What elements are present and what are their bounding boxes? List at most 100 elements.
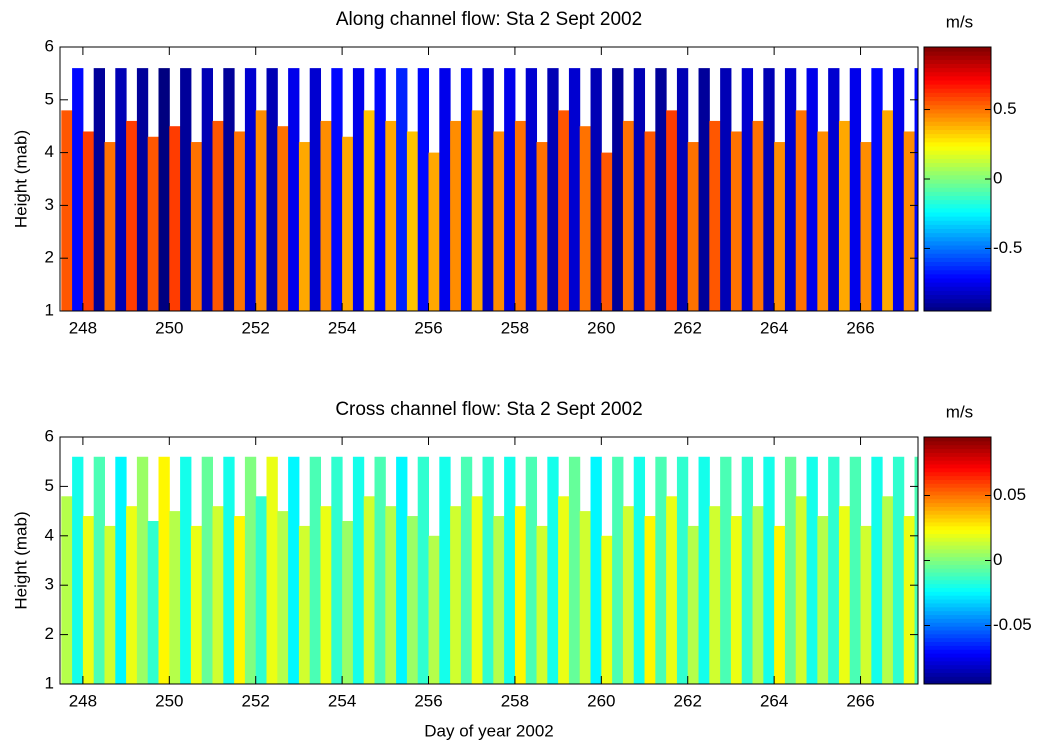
y-tick-label: 6 [45, 36, 54, 55]
heatmap-cell [493, 131, 505, 311]
y-tick-label: 1 [45, 300, 54, 319]
x-tick-label: 256 [414, 318, 442, 337]
colorbar-tick-label: 0 [993, 550, 1002, 569]
colorbar-swatch [924, 487, 991, 492]
x-tick-label: 258 [501, 318, 529, 337]
colorbar-swatch [924, 475, 991, 480]
heatmap-cell [417, 456, 430, 684]
heatmap-cell [849, 456, 862, 684]
heatmap-cell [903, 516, 916, 684]
heatmap-cell [126, 506, 138, 684]
x-tick-label: 252 [242, 318, 270, 337]
heatmap-cell [352, 68, 365, 311]
colorbar-swatch [924, 664, 991, 670]
heatmap-cell [212, 120, 224, 311]
heatmap-cell [795, 110, 808, 311]
colorbar-swatch [924, 75, 991, 81]
heatmap-cell [331, 68, 343, 311]
colorbar-swatch [924, 253, 991, 258]
colorbar-swatch [924, 261, 991, 267]
colorbar-swatch [924, 298, 991, 304]
chart-title: Cross channel flow: Sta 2 Sept 2002 [335, 399, 642, 420]
heatmap-cell [277, 126, 289, 311]
y-tick-label: 3 [45, 575, 54, 594]
heatmap-cell [687, 142, 700, 311]
colorbar-swatch [924, 529, 991, 534]
colorbar-swatch [924, 660, 991, 666]
colorbar-swatch [924, 220, 991, 225]
colorbar-swatch [924, 306, 991, 312]
y-tick-label: 3 [45, 195, 54, 214]
colorbar-swatch [924, 564, 991, 569]
colorbar-swatch [924, 494, 991, 500]
heatmap-cell [212, 506, 224, 684]
heatmap-cell [558, 110, 570, 311]
heatmap-cell [158, 68, 170, 311]
x-tick-label: 262 [674, 691, 702, 710]
colorbar-swatch [924, 572, 991, 577]
heatmap [61, 456, 918, 684]
colorbar-swatch [924, 104, 991, 110]
colorbar-swatch [924, 591, 991, 596]
x-tick-label: 260 [587, 691, 615, 710]
x-tick-label: 254 [328, 318, 356, 337]
heatmap-cell [547, 68, 559, 311]
heatmap-cell [676, 68, 689, 311]
chart-title: Along channel flow: Sta 2 Sept 2002 [336, 9, 642, 30]
colorbar-swatch [924, 521, 991, 527]
heatmap-cell [590, 68, 602, 311]
heatmap-cell [784, 68, 797, 311]
heatmap [61, 68, 918, 311]
heatmap-cell [428, 535, 440, 684]
colorbar-swatch [924, 224, 991, 229]
heatmap-cell [320, 506, 332, 684]
colorbar-swatch [924, 491, 991, 496]
x-tick-label: 248 [69, 691, 97, 710]
heatmap-cell [147, 520, 160, 684]
heatmap-cell [169, 511, 181, 684]
heatmap-cell [601, 152, 613, 311]
heatmap-cell [201, 68, 214, 311]
heatmap-cell [633, 456, 646, 684]
colorbar-swatch [924, 599, 991, 604]
heatmap-cell [406, 131, 419, 311]
colorbar-swatch [924, 606, 991, 612]
heatmap-cell [266, 68, 278, 311]
colorbar-swatch [924, 63, 991, 69]
heatmap-cell [331, 456, 343, 684]
heatmap-cell [482, 68, 494, 311]
heatmap-cell [914, 456, 918, 684]
colorbar-tick-label: -0.05 [993, 615, 1032, 634]
colorbar-swatch [924, 618, 991, 623]
heatmap-cell [385, 506, 397, 684]
heatmap-cell [514, 120, 527, 311]
x-tick-label: 266 [846, 691, 874, 710]
colorbar-swatch [924, 456, 991, 461]
heatmap-cell [244, 68, 257, 311]
y-tick-label: 5 [45, 89, 54, 108]
colorbar-swatch [924, 207, 991, 213]
colorbar-swatch [924, 626, 991, 631]
colorbar-swatch [924, 641, 991, 646]
y-tick-label: 4 [45, 142, 54, 161]
heatmap-cell [828, 456, 840, 684]
heatmap-cell [763, 456, 775, 684]
colorbar-swatch [924, 533, 991, 538]
colorbar-swatch [924, 216, 991, 221]
colorbar-swatch [924, 583, 991, 589]
heatmap-cell [601, 535, 613, 684]
colorbar-swatch [924, 290, 991, 295]
heatmap-cell [709, 506, 721, 684]
colorbar-swatch [924, 141, 991, 147]
heatmap-cell [525, 456, 538, 684]
colorbar-swatch [924, 269, 991, 275]
heatmap-cell [450, 506, 462, 684]
colorbar-swatch [924, 67, 991, 73]
colorbar-swatch [924, 483, 991, 488]
colorbar-swatch [924, 245, 991, 250]
heatmap-cell [82, 131, 95, 311]
colorbar-swatch [924, 633, 991, 639]
colorbar-swatch [924, 668, 991, 673]
colorbar-swatch [924, 506, 991, 511]
heatmap-cell [655, 456, 667, 684]
